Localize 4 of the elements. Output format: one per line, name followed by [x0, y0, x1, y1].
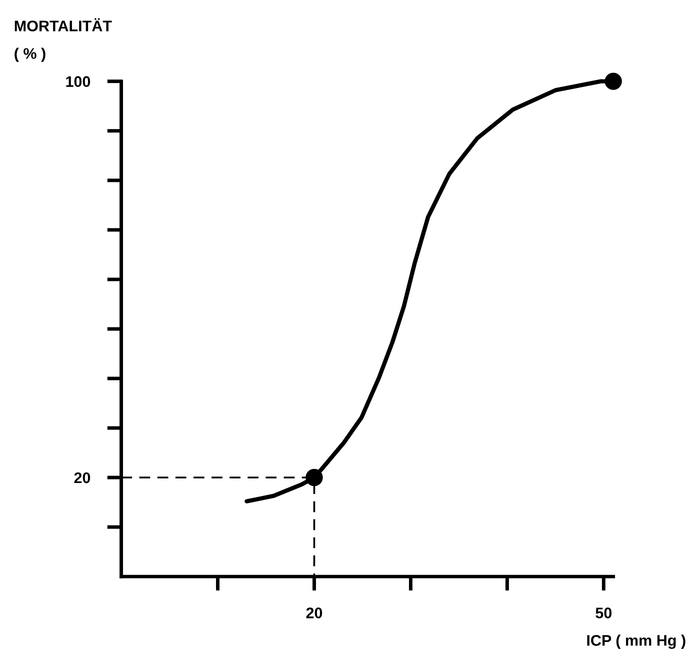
x-tick-label: 50 — [596, 608, 612, 618]
y-tick-label: 100 — [66, 76, 90, 87]
x-axis-title: ICP ( mm Hg ) — [587, 634, 686, 649]
y-axis-title: MORTALITÄT ( % ) — [14, 18, 112, 62]
